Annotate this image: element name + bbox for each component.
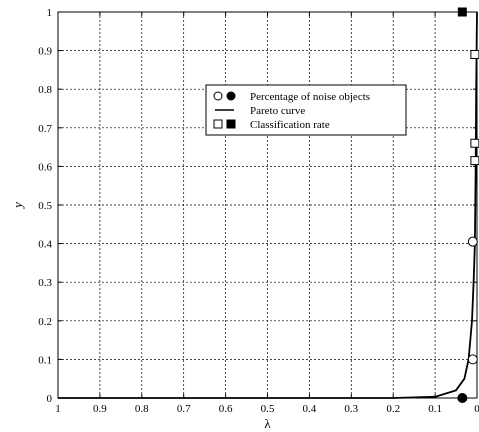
x-tick-label: 0.5 [261, 403, 275, 415]
legend-label: Pareto curve [250, 105, 305, 117]
noise-point [467, 236, 478, 247]
x-tick-label: 0.3 [344, 403, 358, 415]
noise-point-filled [457, 393, 468, 403]
x-tick-label: 0.1 [428, 403, 442, 415]
legend-square-open-icon [213, 119, 223, 129]
legend-box [205, 84, 407, 136]
x-tick-label: 0.9 [93, 403, 107, 415]
legend-square-filled-icon [226, 119, 236, 129]
legend-circle-open-icon [213, 91, 223, 101]
y-tick-label: 1 [47, 7, 53, 19]
x-axis-label: λ [264, 416, 271, 431]
y-tick-label: 0.7 [38, 123, 52, 135]
noise-point [467, 354, 478, 365]
y-tick-label: 0 [47, 393, 53, 405]
y-tick-label: 0.5 [38, 200, 52, 212]
x-tick-label: 0 [474, 403, 479, 415]
y-tick-label: 0.3 [38, 277, 52, 289]
legend-label: Percentage of noise objects [250, 91, 370, 103]
classification-point [470, 138, 479, 148]
y-axis-label: y [10, 202, 25, 210]
x-tick-label: 0.2 [386, 403, 400, 415]
y-tick-label: 0.6 [38, 161, 52, 173]
x-tick-label: 0.7 [177, 403, 191, 415]
grid [58, 12, 477, 398]
x-tick-label: 0.8 [135, 403, 149, 415]
y-tick-label: 0.9 [38, 46, 52, 58]
legend-circle-filled-icon [226, 91, 236, 101]
x-tick-label: 1 [55, 403, 61, 415]
classification-point-filled [457, 7, 467, 17]
axis-ticks: 1 0.9 0.8 0.7 0.6 0.5 0.4 0.3 0.2 0.1 0 0 0.1 0.2 0.3 0… [38, 7, 479, 415]
y-tick-label: 0.4 [38, 239, 52, 251]
pareto-curve-layer [58, 11, 478, 399]
y-tick-label: 0.8 [38, 84, 52, 96]
classification-point [470, 49, 479, 59]
y-tick-label: 0.2 [38, 316, 52, 328]
legend: Percentage of noise objects Pareto curve C… [205, 84, 407, 136]
y-tick-label: 0.1 [38, 354, 52, 366]
x-tick-label: 0.6 [219, 403, 233, 415]
x-tick-label: 0.4 [303, 403, 317, 415]
markers-layer [457, 7, 479, 403]
pareto-curve [58, 11, 478, 399]
legend-label: Classification rate [250, 119, 330, 131]
classification-point [470, 156, 479, 166]
